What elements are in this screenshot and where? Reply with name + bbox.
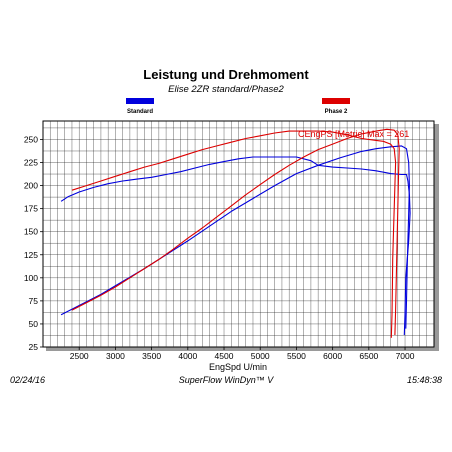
y-tick-label: 75 (29, 296, 39, 306)
x-tick-label: 7000 (396, 351, 415, 361)
legend-swatch-phase2 (322, 98, 350, 104)
x-tick-label: 5500 (287, 351, 306, 361)
legend-label-phase2: Phase 2 (325, 109, 348, 115)
x-tick-label: 6000 (323, 351, 342, 361)
series-line-phase-2-torque (71, 130, 397, 338)
chart-title: Leistung und Drehmoment (143, 67, 309, 82)
y-tick-label: 200 (24, 181, 38, 191)
y-tick-label: 250 (24, 134, 38, 144)
y-tick-label: 100 (24, 273, 38, 283)
x-tick-label: 3500 (142, 351, 161, 361)
series-line-standard-torque (60, 156, 411, 336)
footer-time: 15:48:38 (407, 375, 442, 385)
annotation-max: CEngPS [Metric] Max = 261 (298, 129, 409, 139)
x-tick-label: 4000 (178, 351, 197, 361)
footer-software: SuperFlow WinDyn™ V (179, 375, 274, 385)
footer-date: 02/24/16 (10, 375, 45, 385)
y-tick-label: 175 (24, 204, 38, 214)
x-axis-label: EngSpd U/min (209, 362, 267, 372)
y-tick-label: 150 (24, 227, 38, 237)
x-tick-label: 3000 (106, 351, 125, 361)
x-tick-label: 5000 (251, 351, 270, 361)
axis-ticks: 2500 3000 3500 4000 4500 5000 5500 6000 6500 7000… (24, 134, 415, 361)
y-tick-label: 25 (29, 342, 39, 352)
y-tick-label: 50 (29, 319, 39, 329)
y-tick-label: 225 (24, 158, 38, 168)
x-tick-label: 6500 (359, 351, 378, 361)
x-tick-label: 2500 (70, 351, 89, 361)
legend-label-standard: Standard (127, 109, 153, 115)
series-line-phase-2-power (71, 128, 400, 336)
series-lines (60, 128, 411, 338)
chart-subtitle: Elise 2ZR standard/Phase2 (168, 84, 284, 95)
legend-swatch-standard (126, 98, 154, 104)
x-tick-label: 4500 (215, 351, 234, 361)
y-tick-label: 125 (24, 250, 38, 260)
